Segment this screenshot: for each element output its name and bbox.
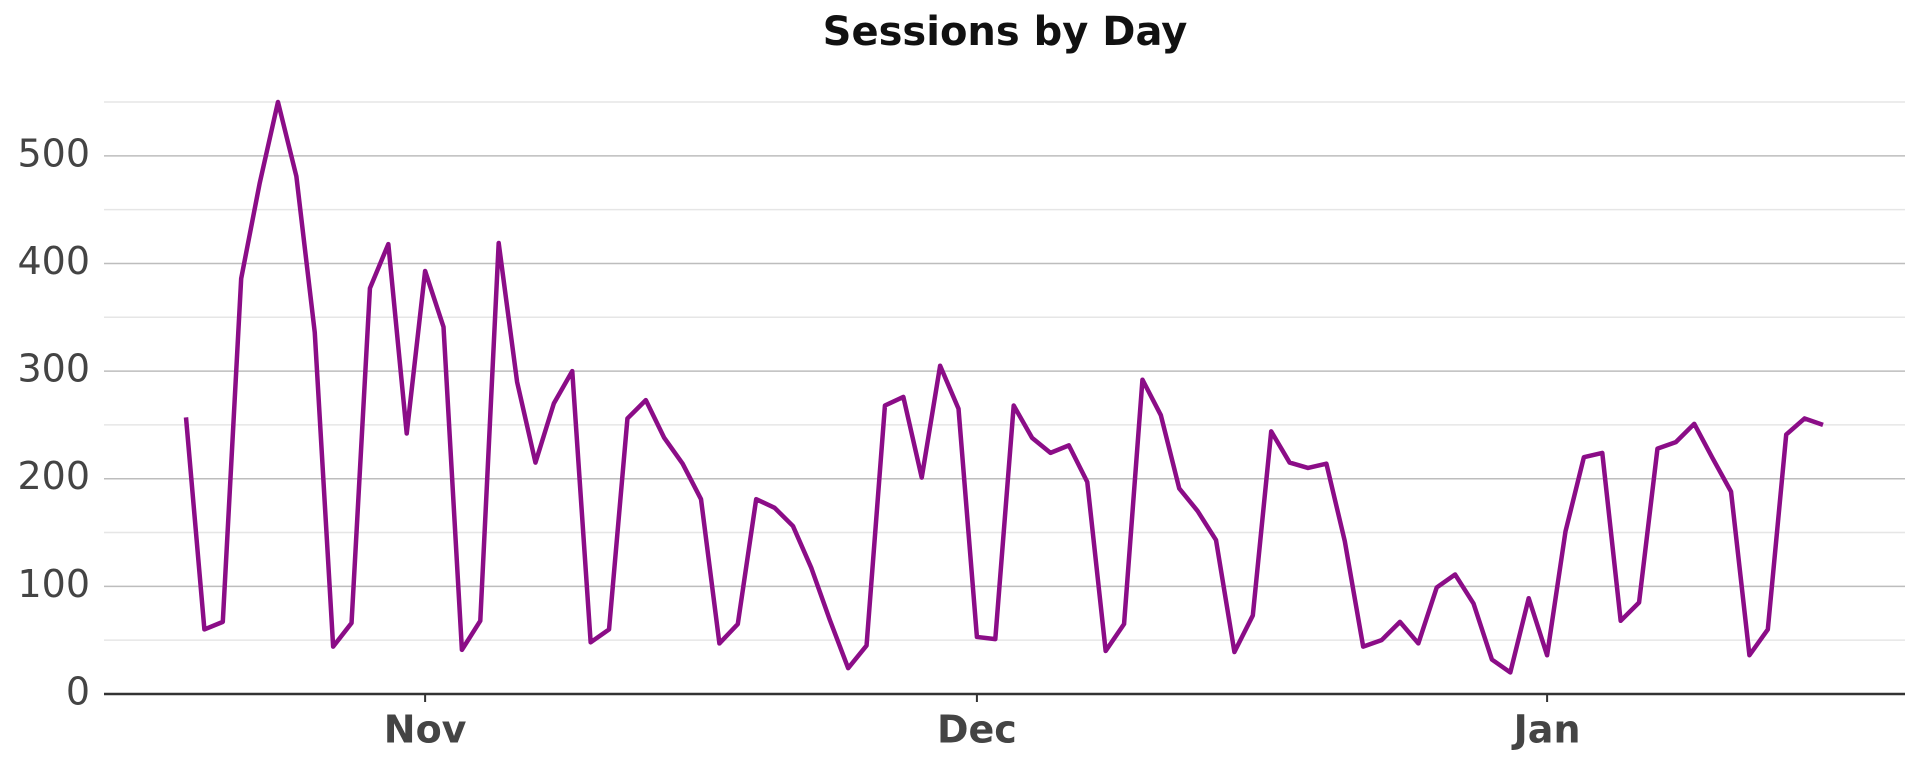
series-line [183,99,1824,675]
x-tick-label: Dec [937,708,1017,752]
y-tick-label: 500 [17,131,90,175]
y-tick-label: 200 [17,454,90,498]
x-tick-label: Nov [384,708,467,752]
y-tick-label: 0 [66,670,90,714]
y-tick-label: 100 [17,562,90,606]
chart-title: Sessions by Day [823,9,1188,55]
y-tick-label: 300 [17,347,90,391]
y-tick-label: 400 [17,239,90,283]
x-tick-label: Jan [1511,708,1581,752]
